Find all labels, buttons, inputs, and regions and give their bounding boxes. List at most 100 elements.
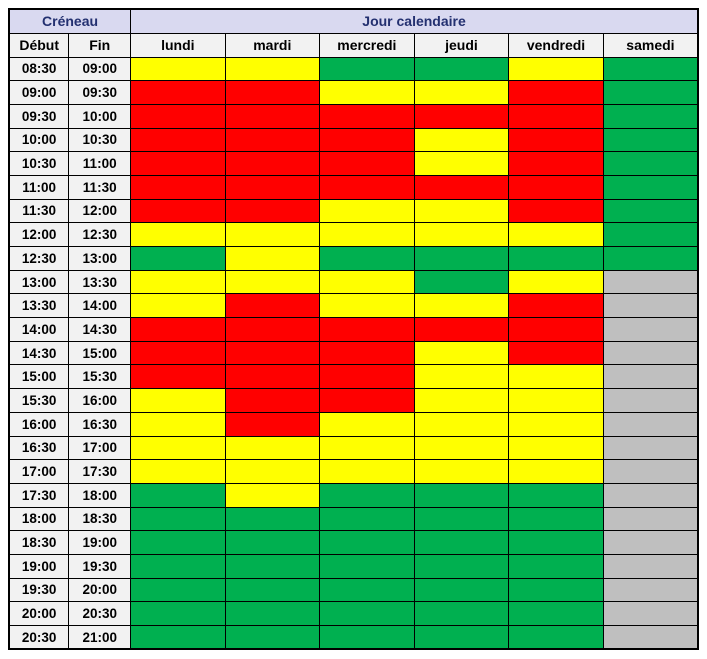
slot-cell-lundi-16:00[interactable] bbox=[130, 411, 226, 437]
slot-cell-mardi-13:00[interactable] bbox=[224, 269, 321, 295]
slot-cell-mardi-19:00[interactable] bbox=[224, 553, 321, 579]
slot-cell-mercredi-09:00[interactable] bbox=[319, 80, 415, 105]
slot-cell-mercredi-14:00[interactable] bbox=[319, 317, 415, 342]
slot-cell-vendredi-20:00[interactable] bbox=[508, 601, 604, 626]
slot-cell-vendredi-15:00[interactable] bbox=[508, 364, 604, 390]
slot-cell-vendredi-10:30[interactable] bbox=[508, 151, 604, 176]
slot-cell-jeudi-13:30[interactable] bbox=[413, 293, 510, 319]
slot-cell-vendredi-17:30[interactable] bbox=[508, 482, 604, 508]
slot-cell-lundi-09:00[interactable] bbox=[130, 80, 226, 105]
slot-cell-mercredi-16:00[interactable] bbox=[319, 411, 415, 437]
slot-cell-vendredi-19:00[interactable] bbox=[508, 553, 604, 579]
slot-cell-lundi-11:30[interactable] bbox=[130, 198, 226, 224]
slot-cell-mercredi-17:00[interactable] bbox=[319, 459, 415, 484]
slot-cell-lundi-16:30[interactable] bbox=[130, 435, 226, 461]
slot-cell-mardi-15:30[interactable] bbox=[224, 388, 321, 413]
slot-cell-mercredi-16:30[interactable] bbox=[319, 435, 415, 461]
slot-cell-mardi-20:30[interactable] bbox=[224, 625, 321, 650]
slot-cell-mardi-09:30[interactable] bbox=[224, 103, 321, 129]
slot-cell-mercredi-17:30[interactable] bbox=[319, 482, 415, 508]
slot-cell-samedi-10:30[interactable] bbox=[602, 151, 699, 176]
slot-cell-lundi-15:30[interactable] bbox=[130, 388, 226, 413]
slot-cell-jeudi-12:00[interactable] bbox=[413, 222, 510, 247]
slot-cell-mercredi-14:30[interactable] bbox=[319, 340, 415, 366]
slot-cell-samedi-17:30[interactable] bbox=[602, 482, 699, 508]
slot-cell-samedi-12:00[interactable] bbox=[602, 222, 699, 247]
slot-cell-mardi-18:00[interactable] bbox=[224, 506, 321, 532]
slot-cell-jeudi-19:30[interactable] bbox=[413, 577, 510, 603]
slot-cell-samedi-13:30[interactable] bbox=[602, 293, 699, 319]
slot-cell-mardi-12:00[interactable] bbox=[224, 222, 321, 247]
slot-cell-samedi-15:30[interactable] bbox=[602, 388, 699, 413]
slot-cell-mardi-15:00[interactable] bbox=[224, 364, 321, 390]
slot-cell-vendredi-20:30[interactable] bbox=[508, 625, 604, 650]
slot-cell-mardi-20:00[interactable] bbox=[224, 601, 321, 626]
slot-cell-vendredi-19:30[interactable] bbox=[508, 577, 604, 603]
slot-cell-samedi-19:00[interactable] bbox=[602, 553, 699, 579]
slot-cell-lundi-17:30[interactable] bbox=[130, 482, 226, 508]
slot-cell-vendredi-11:30[interactable] bbox=[508, 198, 604, 224]
slot-cell-mercredi-12:00[interactable] bbox=[319, 222, 415, 247]
slot-cell-lundi-12:00[interactable] bbox=[130, 222, 226, 247]
slot-cell-samedi-08:30[interactable] bbox=[602, 56, 699, 82]
slot-cell-lundi-08:30[interactable] bbox=[130, 56, 226, 82]
slot-cell-mardi-10:00[interactable] bbox=[224, 127, 321, 153]
slot-cell-vendredi-16:30[interactable] bbox=[508, 435, 604, 461]
slot-cell-jeudi-09:00[interactable] bbox=[413, 80, 510, 105]
slot-cell-mardi-11:00[interactable] bbox=[224, 174, 321, 200]
slot-cell-samedi-18:30[interactable] bbox=[602, 530, 699, 555]
slot-cell-vendredi-13:30[interactable] bbox=[508, 293, 604, 319]
slot-cell-mercredi-12:30[interactable] bbox=[319, 246, 415, 271]
slot-cell-vendredi-11:00[interactable] bbox=[508, 174, 604, 200]
slot-cell-lundi-09:30[interactable] bbox=[130, 103, 226, 129]
slot-cell-jeudi-18:30[interactable] bbox=[413, 530, 510, 555]
slot-cell-jeudi-08:30[interactable] bbox=[413, 56, 510, 82]
slot-cell-samedi-18:00[interactable] bbox=[602, 506, 699, 532]
slot-cell-samedi-15:00[interactable] bbox=[602, 364, 699, 390]
slot-cell-mercredi-11:00[interactable] bbox=[319, 174, 415, 200]
slot-cell-jeudi-15:00[interactable] bbox=[413, 364, 510, 390]
slot-cell-samedi-14:30[interactable] bbox=[602, 340, 699, 366]
slot-cell-lundi-17:00[interactable] bbox=[130, 459, 226, 484]
slot-cell-mercredi-11:30[interactable] bbox=[319, 198, 415, 224]
slot-cell-vendredi-13:00[interactable] bbox=[508, 269, 604, 295]
slot-cell-lundi-19:30[interactable] bbox=[130, 577, 226, 603]
slot-cell-mardi-12:30[interactable] bbox=[224, 246, 321, 271]
slot-cell-mercredi-09:30[interactable] bbox=[319, 103, 415, 129]
slot-cell-jeudi-16:00[interactable] bbox=[413, 411, 510, 437]
slot-cell-mercredi-08:30[interactable] bbox=[319, 56, 415, 82]
slot-cell-mardi-13:30[interactable] bbox=[224, 293, 321, 319]
slot-cell-vendredi-12:30[interactable] bbox=[508, 246, 604, 271]
slot-cell-mercredi-19:30[interactable] bbox=[319, 577, 415, 603]
slot-cell-mardi-09:00[interactable] bbox=[224, 80, 321, 105]
slot-cell-vendredi-12:00[interactable] bbox=[508, 222, 604, 247]
slot-cell-jeudi-10:30[interactable] bbox=[413, 151, 510, 176]
slot-cell-jeudi-16:30[interactable] bbox=[413, 435, 510, 461]
slot-cell-mercredi-10:30[interactable] bbox=[319, 151, 415, 176]
slot-cell-mercredi-20:00[interactable] bbox=[319, 601, 415, 626]
slot-cell-jeudi-10:00[interactable] bbox=[413, 127, 510, 153]
slot-cell-jeudi-20:00[interactable] bbox=[413, 601, 510, 626]
slot-cell-mercredi-18:30[interactable] bbox=[319, 530, 415, 555]
slot-cell-lundi-10:00[interactable] bbox=[130, 127, 226, 153]
slot-cell-samedi-09:00[interactable] bbox=[602, 80, 699, 105]
slot-cell-mardi-16:30[interactable] bbox=[224, 435, 321, 461]
slot-cell-jeudi-11:30[interactable] bbox=[413, 198, 510, 224]
slot-cell-lundi-19:00[interactable] bbox=[130, 553, 226, 579]
slot-cell-jeudi-17:00[interactable] bbox=[413, 459, 510, 484]
slot-cell-samedi-20:30[interactable] bbox=[602, 625, 699, 650]
slot-cell-jeudi-13:00[interactable] bbox=[413, 269, 510, 295]
slot-cell-mardi-16:00[interactable] bbox=[224, 411, 321, 437]
slot-cell-mercredi-13:30[interactable] bbox=[319, 293, 415, 319]
slot-cell-jeudi-12:30[interactable] bbox=[413, 246, 510, 271]
slot-cell-mercredi-15:00[interactable] bbox=[319, 364, 415, 390]
slot-cell-mercredi-10:00[interactable] bbox=[319, 127, 415, 153]
slot-cell-samedi-12:30[interactable] bbox=[602, 246, 699, 271]
slot-cell-vendredi-14:30[interactable] bbox=[508, 340, 604, 366]
slot-cell-lundi-13:30[interactable] bbox=[130, 293, 226, 319]
slot-cell-mardi-11:30[interactable] bbox=[224, 198, 321, 224]
slot-cell-mercredi-13:00[interactable] bbox=[319, 269, 415, 295]
slot-cell-lundi-20:30[interactable] bbox=[130, 625, 226, 650]
slot-cell-samedi-17:00[interactable] bbox=[602, 459, 699, 484]
slot-cell-vendredi-17:00[interactable] bbox=[508, 459, 604, 484]
